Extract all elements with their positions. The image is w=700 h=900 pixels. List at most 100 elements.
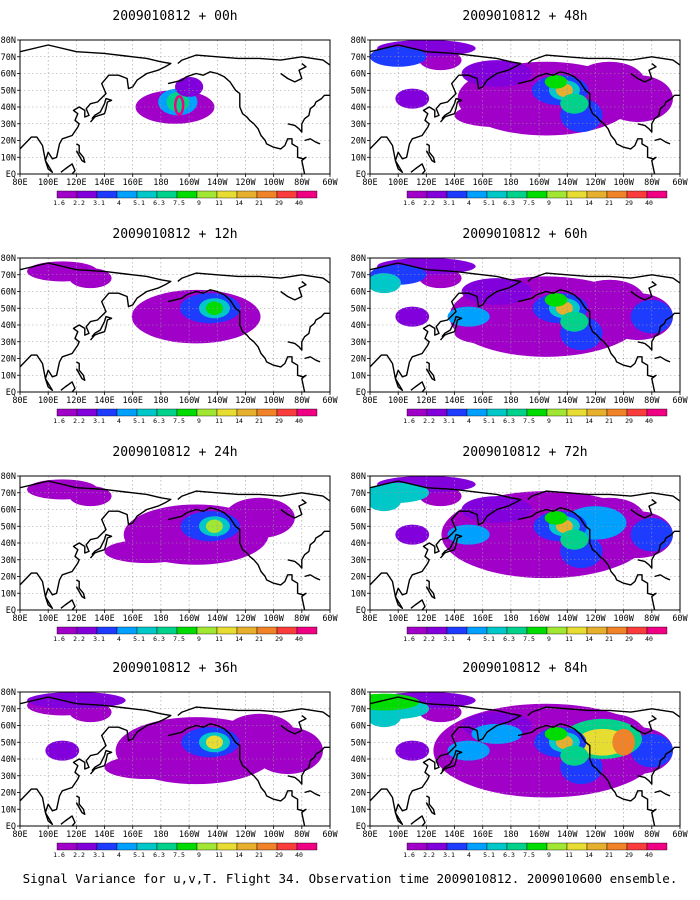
x-tick-label: 60W — [322, 178, 338, 188]
colorbar-label: 40 — [645, 199, 653, 207]
y-tick-label: 50N — [351, 738, 366, 748]
panel-title: 2009010812 + 36h — [112, 661, 237, 676]
x-tick-label: 100E — [38, 178, 58, 188]
colorbar-swatch — [76, 842, 98, 851]
colorbar-swatch — [526, 190, 548, 199]
colorbar-swatch — [76, 626, 98, 635]
colorbar-swatch — [276, 190, 298, 199]
coastline — [527, 490, 680, 502]
colorbar-label: 1.6 — [53, 199, 65, 207]
variance-shading — [602, 75, 673, 123]
colorbar-swatch — [76, 408, 98, 417]
colorbar-label: 6.3 — [153, 635, 165, 643]
coastline — [60, 599, 76, 610]
x-tick-label: 60W — [322, 396, 338, 406]
x-tick-label: 140E — [444, 396, 464, 406]
coastline — [89, 315, 113, 341]
colorbar-swatch — [176, 408, 198, 417]
x-tick-label: 140W — [557, 830, 578, 840]
colorbar-swatch — [546, 626, 568, 635]
coastline — [654, 574, 671, 581]
y-tick-label: 70N — [1, 489, 16, 499]
variance-shading — [69, 486, 112, 507]
coastline — [186, 723, 307, 826]
colorbar-label: 21 — [255, 199, 263, 207]
y-tick-label: 20N — [1, 789, 16, 799]
coastline — [20, 44, 172, 173]
coastline — [536, 723, 657, 826]
coastline — [425, 795, 436, 815]
colorbar-swatch — [486, 842, 508, 851]
x-tick-label: 120E — [416, 396, 436, 406]
x-tick-label: 160E — [122, 830, 142, 840]
y-tick-label: 80N — [1, 472, 16, 482]
colorbar-swatch — [446, 842, 468, 851]
y-tick-label: 30N — [351, 772, 366, 782]
x-tick-label: 160W — [179, 178, 200, 188]
coastline — [527, 272, 680, 284]
colorbar-label: 2.2 — [73, 851, 85, 859]
colorbar-swatch — [586, 842, 608, 851]
colorbar-swatch — [586, 626, 608, 635]
x-tick-label: 60W — [672, 396, 688, 406]
colorbar-swatch — [216, 626, 238, 635]
colorbar-swatch — [176, 842, 198, 851]
variance-shading — [447, 740, 490, 761]
colorbar-swatch — [586, 190, 608, 199]
colorbar-label: 40 — [645, 635, 653, 643]
variance-shading — [560, 93, 589, 114]
y-tick-label: 80N — [351, 688, 366, 698]
coastline — [370, 262, 522, 391]
figure-caption: Signal Variance for u,v,T. Flight 34. Ob… — [22, 871, 678, 886]
x-tick-label: 140E — [444, 614, 464, 624]
map-panel-p36: 2009010812 + 36h 80N 70N 60N 50N 40N 30N 20N 10N… — [1, 661, 339, 859]
x-tick-label: 180 — [503, 830, 518, 840]
colorbar-swatch — [296, 408, 318, 417]
colorbar-label: 11 — [215, 851, 223, 859]
colorbar-label: 3.1 — [93, 199, 105, 207]
colorbar-label: 3.1 — [93, 417, 105, 425]
colorbar: 1.6 2.2 3.1 4 5.1 6.3 7.5 9 11 14 21 29 40 — [53, 842, 318, 859]
coastline — [287, 94, 330, 133]
coastline — [167, 728, 187, 737]
colorbar-swatch — [606, 408, 628, 417]
x-tick-label: 140E — [444, 830, 464, 840]
x-tick-label: 100W — [263, 830, 284, 840]
x-tick-label: 80W — [294, 178, 310, 188]
colorbar-label: 14 — [585, 635, 593, 643]
y-tick-label: 10N — [1, 371, 16, 381]
colorbar-label: 7.5 — [173, 635, 185, 643]
colorbar-swatch — [466, 626, 488, 635]
colorbar-swatch — [466, 842, 488, 851]
colorbar-swatch — [296, 842, 318, 851]
variance-shading — [454, 755, 540, 780]
y-tick-label: 50N — [1, 738, 16, 748]
colorbar-label: 29 — [275, 199, 283, 207]
colorbar-swatch — [546, 408, 568, 417]
coastline — [304, 790, 321, 797]
y-tick-label: 50N — [1, 86, 16, 96]
colorbar-label: 4 — [467, 635, 471, 643]
map-panel-p24: 2009010812 + 24h 80N 70N 60N 50N 40N 30N 20N 10N… — [1, 445, 339, 643]
colorbar-label: 14 — [585, 417, 593, 425]
colorbar-label: 2.2 — [423, 851, 435, 859]
y-tick-label: 70N — [1, 53, 16, 63]
colorbar-swatch — [506, 190, 528, 199]
coastline — [517, 76, 537, 85]
colorbar-swatch — [606, 626, 628, 635]
colorbar-swatch — [426, 190, 448, 199]
panel-title: 2009010812 + 24h — [112, 445, 237, 460]
coastline — [20, 696, 172, 825]
coastline — [186, 289, 307, 392]
colorbar-swatch — [526, 842, 548, 851]
variance-shading — [206, 735, 223, 749]
colorbar-label: 29 — [275, 417, 283, 425]
x-tick-label: 80E — [362, 614, 377, 624]
y-tick-label: 60N — [351, 288, 366, 298]
coastline — [89, 533, 113, 559]
colorbar-swatch — [646, 190, 668, 199]
x-tick-label: 160E — [472, 178, 492, 188]
colorbar-label: 4 — [117, 199, 121, 207]
colorbar-label: 2.2 — [73, 417, 85, 425]
y-tick-label: 40N — [351, 755, 366, 765]
